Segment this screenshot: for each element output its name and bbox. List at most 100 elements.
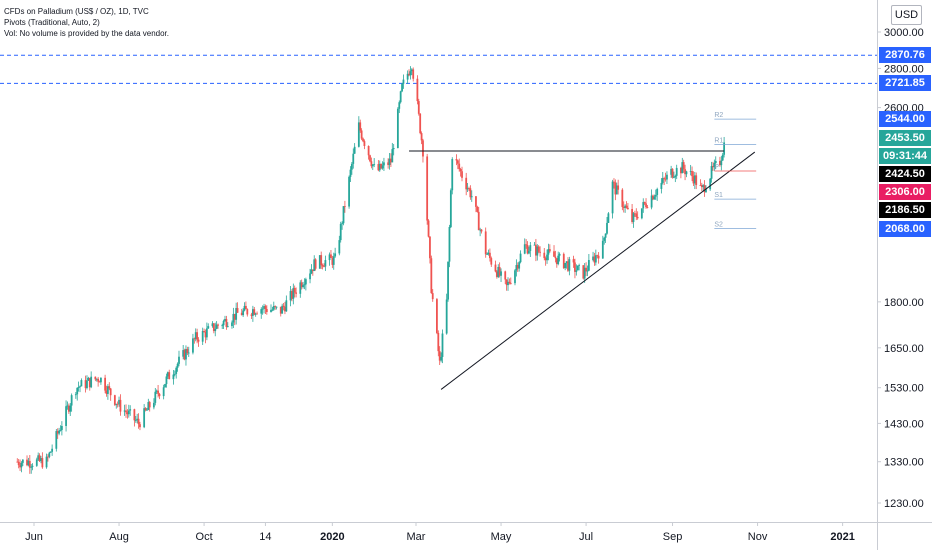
candle-body bbox=[617, 185, 620, 190]
candle-body bbox=[606, 222, 608, 234]
candle-body bbox=[582, 265, 585, 279]
candle-body bbox=[261, 308, 264, 310]
candle-body bbox=[533, 244, 536, 246]
candle-body bbox=[438, 351, 441, 361]
candle-body bbox=[38, 455, 41, 462]
candle-body bbox=[20, 462, 23, 468]
candle-body bbox=[193, 338, 196, 340]
candle-body bbox=[328, 254, 331, 261]
volume-note: Vol: No volume is provided by the data v… bbox=[4, 29, 169, 38]
candle-body bbox=[265, 309, 268, 312]
candle-body bbox=[465, 177, 468, 190]
candle-body bbox=[625, 205, 628, 208]
candle-body bbox=[458, 163, 461, 170]
candle-body bbox=[289, 291, 292, 301]
candle-body bbox=[80, 380, 83, 387]
x-tick-label: Jul bbox=[579, 531, 593, 543]
candle-body bbox=[419, 113, 422, 134]
candle-body bbox=[162, 387, 165, 397]
candle-body bbox=[127, 410, 130, 415]
candle-body bbox=[624, 205, 627, 208]
candle-body bbox=[299, 282, 302, 294]
currency-button[interactable]: USD bbox=[891, 5, 922, 25]
candle-body bbox=[451, 159, 454, 191]
candle-body bbox=[381, 165, 384, 169]
y-tick-label: 3000.00 bbox=[884, 27, 924, 39]
candle-body bbox=[87, 377, 90, 381]
candle-body bbox=[332, 256, 335, 265]
candle-body bbox=[314, 259, 317, 269]
candle-body bbox=[77, 387, 80, 388]
candle-body bbox=[183, 350, 186, 360]
candle-body bbox=[398, 102, 401, 109]
candle-body bbox=[49, 451, 52, 453]
candle-body bbox=[692, 176, 695, 184]
candle-body bbox=[182, 350, 185, 357]
candle-body bbox=[27, 460, 30, 466]
candle-body bbox=[51, 448, 54, 452]
candle-body bbox=[693, 175, 696, 184]
candle-body bbox=[214, 328, 217, 332]
candle-body bbox=[330, 254, 332, 258]
candle-body bbox=[631, 209, 633, 222]
candle-body bbox=[152, 402, 155, 408]
candle-body bbox=[409, 71, 412, 76]
candle-body bbox=[211, 323, 214, 327]
candle-body bbox=[17, 461, 20, 466]
candle-body bbox=[699, 185, 702, 186]
candle-body bbox=[525, 244, 528, 246]
pivots-indicator-label[interactable]: Pivots (Traditional, Auto, 2) bbox=[4, 18, 100, 27]
candle-body bbox=[285, 300, 288, 312]
candle-body bbox=[350, 163, 353, 170]
candle-body bbox=[430, 258, 433, 294]
candle-body bbox=[547, 249, 550, 255]
candle-body bbox=[601, 240, 604, 259]
candle-body bbox=[232, 313, 235, 323]
candle-body bbox=[387, 162, 390, 165]
candle-body bbox=[113, 395, 116, 405]
x-tick-label: Jun bbox=[25, 531, 43, 543]
candle-body bbox=[695, 175, 698, 186]
candle-body bbox=[104, 377, 107, 391]
candle-body bbox=[126, 412, 129, 415]
candle-body bbox=[254, 313, 257, 315]
candle-body bbox=[645, 203, 647, 208]
candle-body bbox=[116, 403, 119, 405]
candle-body bbox=[673, 177, 675, 178]
candle-body bbox=[331, 257, 334, 265]
candle-body bbox=[157, 390, 159, 394]
candle-body bbox=[447, 261, 449, 300]
candle-body bbox=[596, 255, 599, 257]
price-tag: 2544.00 bbox=[879, 111, 931, 127]
candle-body bbox=[279, 306, 282, 314]
candle-body bbox=[100, 377, 102, 383]
candle-body bbox=[488, 252, 491, 259]
candle-body bbox=[302, 285, 304, 288]
candle-body bbox=[714, 160, 717, 163]
candle-body bbox=[578, 265, 581, 267]
candle-body bbox=[469, 188, 472, 198]
candle-body bbox=[275, 306, 278, 308]
pivot-label-p: P bbox=[714, 164, 719, 171]
candle-body bbox=[260, 309, 263, 314]
price-tag: 2068.00 bbox=[879, 221, 931, 237]
candle-body bbox=[380, 163, 383, 169]
symbol-title[interactable]: CFDs on Palladium (US$ / OZ), 1D, TVC bbox=[4, 7, 149, 16]
candle-body bbox=[713, 162, 716, 168]
candle-body bbox=[16, 461, 19, 463]
candle-body bbox=[253, 309, 256, 315]
candle-body bbox=[650, 195, 653, 208]
candle-body bbox=[681, 162, 684, 174]
candle-body bbox=[246, 309, 249, 315]
candle-body bbox=[567, 261, 569, 271]
candle-body bbox=[86, 380, 88, 389]
pivot-label-s2: S2 bbox=[714, 222, 723, 229]
candle-body bbox=[666, 174, 668, 180]
candle-body bbox=[562, 253, 565, 269]
candle-body bbox=[652, 195, 654, 200]
candle-body bbox=[79, 386, 81, 388]
candle-body bbox=[603, 237, 606, 241]
candle-body bbox=[594, 255, 597, 263]
